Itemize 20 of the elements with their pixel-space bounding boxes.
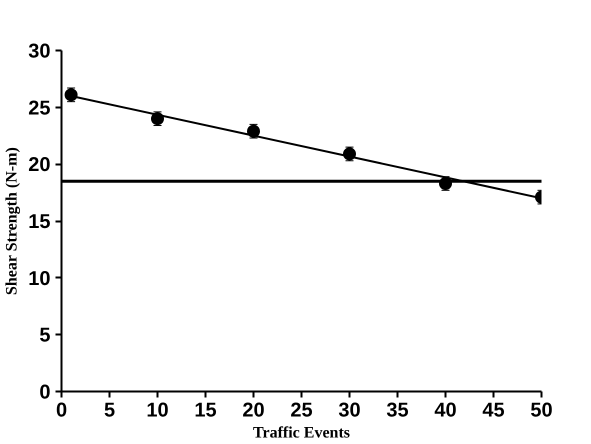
y-tick-label: 0 — [39, 382, 50, 404]
y-tick-label: 5 — [39, 324, 50, 347]
x-tick-label: 30 — [338, 400, 361, 422]
x-tick-label: 20 — [242, 400, 265, 422]
y-tick-label: 30 — [28, 40, 51, 62]
y-axis-title: Shear Strength (N-m) — [3, 147, 20, 296]
y-tick-label: 20 — [28, 154, 51, 176]
x-tick-label: 50 — [530, 400, 553, 422]
x-axis-title: Traffic Events — [252, 424, 350, 442]
x-tick-label: 40 — [434, 400, 457, 422]
y-tick-label: 10 — [28, 268, 51, 290]
x-tick-label: 15 — [194, 400, 217, 422]
x-tick-label: 35 — [386, 400, 409, 422]
x-tick-label: 25 — [290, 400, 313, 422]
x-tick-label: 45 — [482, 400, 505, 422]
x-tick-label: 5 — [104, 400, 116, 422]
y-tick-label: 25 — [28, 97, 51, 120]
y-tick-label: 15 — [28, 211, 51, 233]
x-tick-label: 0 — [56, 400, 68, 422]
x-tick-label: 10 — [146, 400, 169, 422]
